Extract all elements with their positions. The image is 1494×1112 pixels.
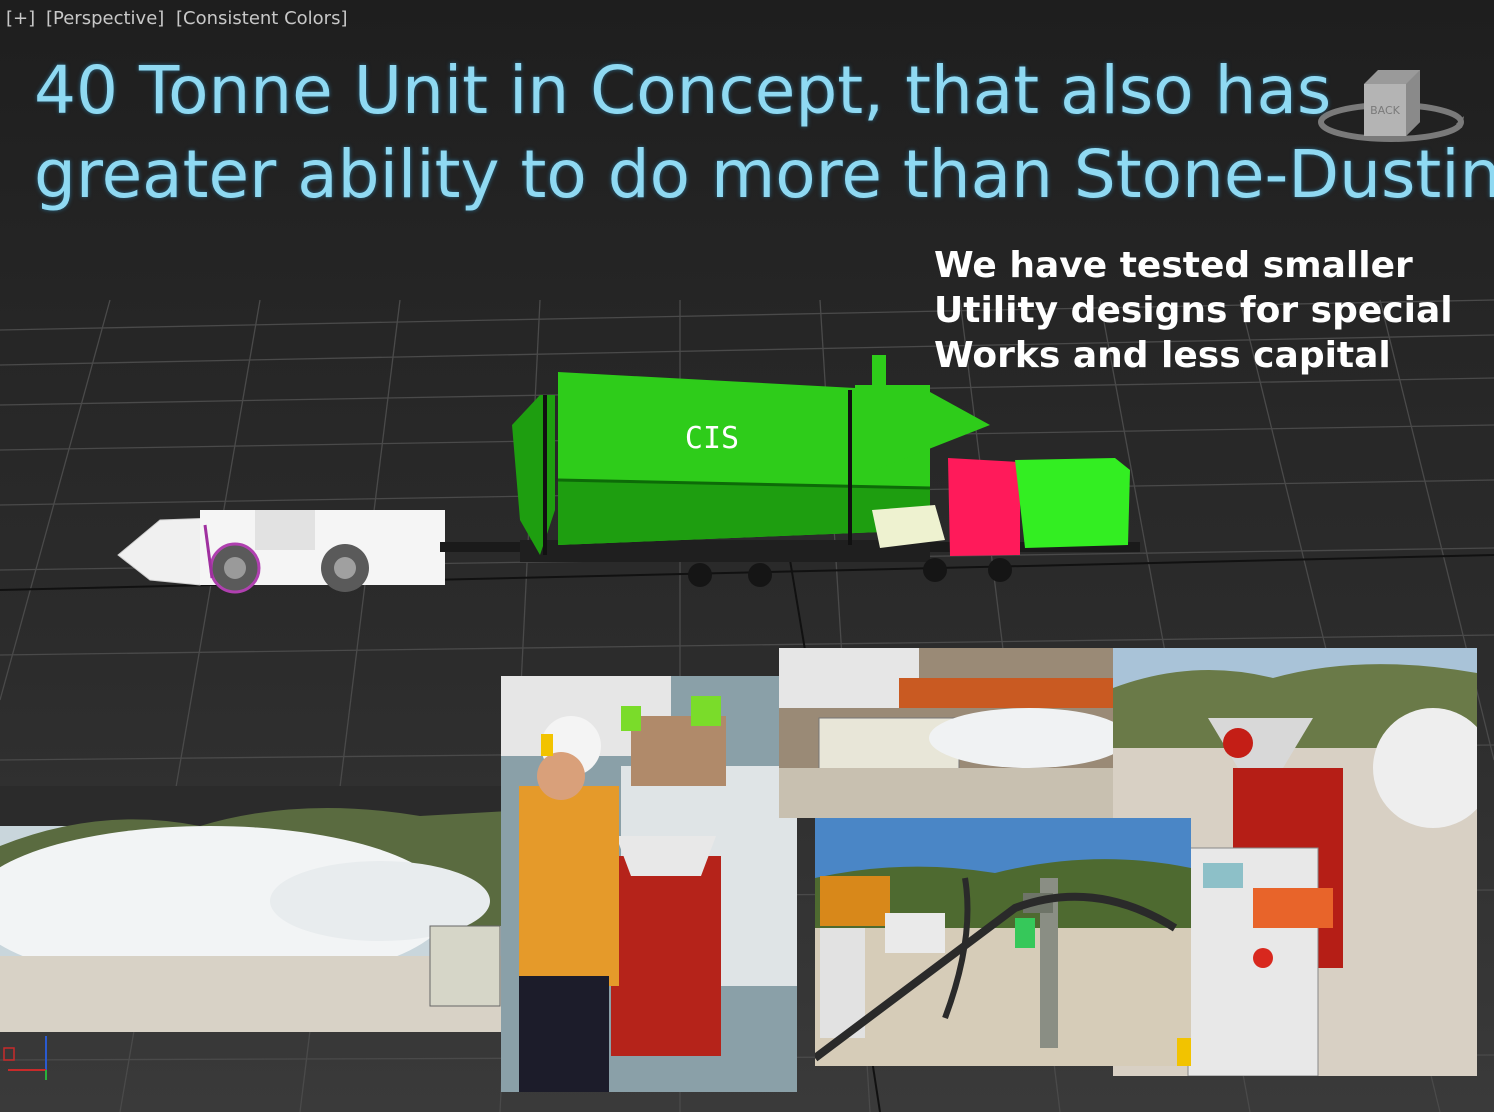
photo-red-pump-unit	[1113, 648, 1477, 1076]
slide-title-line-2: greater ability to do more than Stone-Du…	[34, 136, 1494, 213]
photo-dust-cloud	[0, 786, 510, 1032]
tank-label: CIS	[685, 421, 739, 456]
svg-text:BACK: BACK	[1370, 104, 1401, 117]
photo-worker-loading-hopper	[501, 676, 797, 1092]
note-line-1: We have tested smaller	[934, 245, 1413, 286]
photo-ibc-tank-spray	[779, 648, 1115, 818]
note-line-2: Utility designs for special	[934, 290, 1453, 331]
cis-trailer-model[interactable]: CIS	[440, 355, 1140, 587]
viewport-menu-label[interactable]: [+]	[6, 8, 36, 29]
slide-title-line-1: 40 Tonne Unit in Concept, that also has	[34, 52, 1332, 129]
viewcube-icon[interactable]: BACK	[1316, 62, 1466, 152]
photo-hose-standpipe	[815, 818, 1191, 1066]
viewport-view-label[interactable]: [Perspective]	[46, 8, 165, 29]
loader-model[interactable]	[117, 510, 445, 594]
viewport-shading-label[interactable]: [Consistent Colors]	[176, 8, 348, 29]
note-line-3: Works and less capital	[934, 335, 1391, 376]
axis-tripod-icon	[3, 1036, 47, 1080]
equipment-model[interactable]: CIS	[0, 0, 1494, 640]
